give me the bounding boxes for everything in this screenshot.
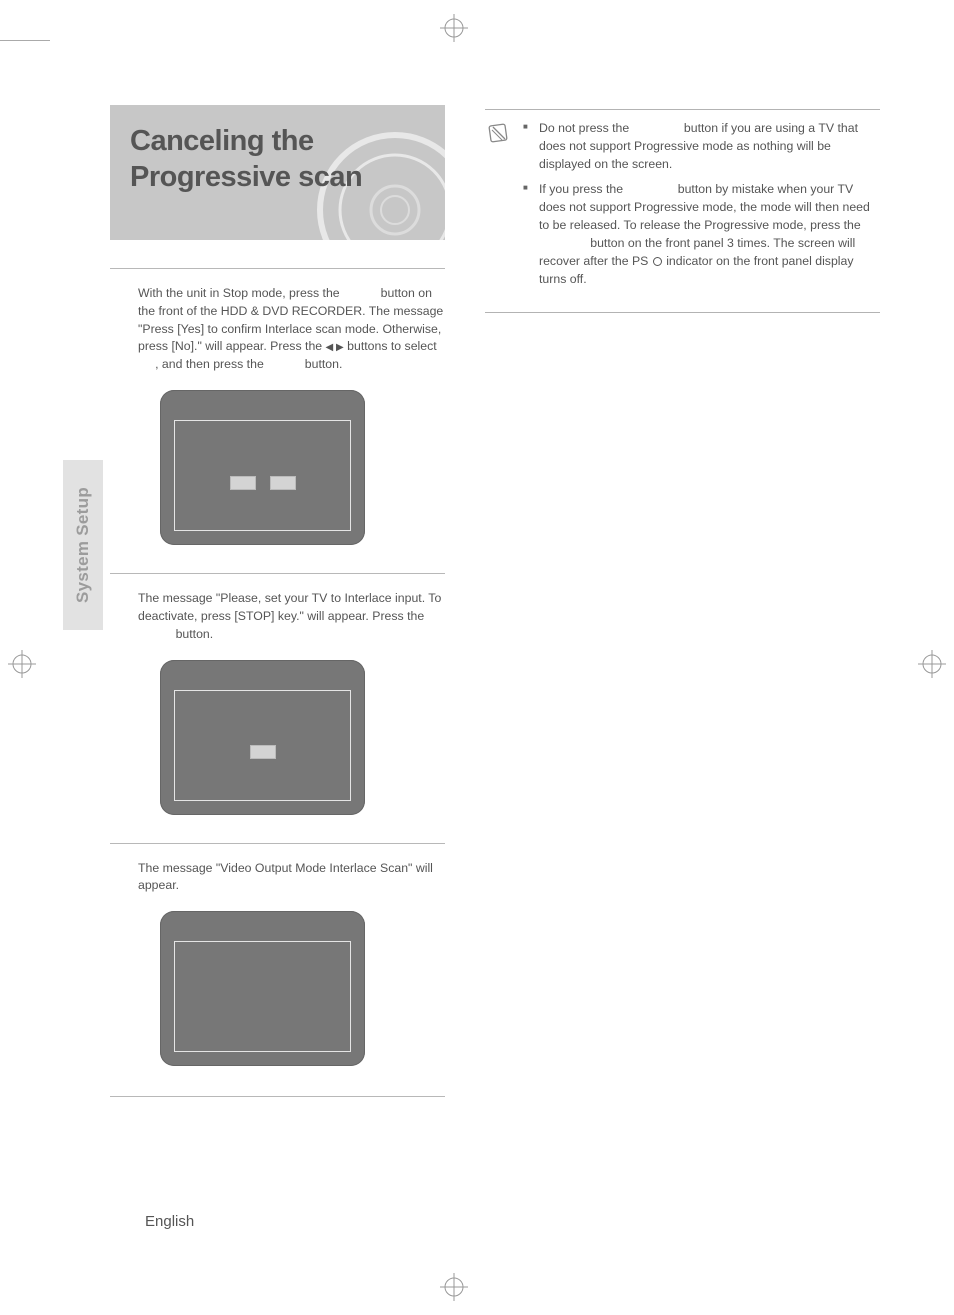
note-icon <box>487 122 509 144</box>
step-3: The message "Video Output Mode Interlace… <box>110 843 445 1067</box>
right-column: Do not press the button if you are using… <box>485 105 880 313</box>
ps-indicator-icon <box>653 257 662 266</box>
dialog-yes-button <box>230 476 256 490</box>
end-rule <box>110 1096 445 1097</box>
registration-mark-left <box>8 650 36 678</box>
registration-mark-top <box>440 14 468 42</box>
page-footer-language: English <box>145 1213 194 1230</box>
dialog-buttons <box>175 745 350 759</box>
step-1: With the unit in Stop mode, press the bu… <box>110 268 445 545</box>
note-item-2: If you press the button by mistake when … <box>523 181 878 288</box>
notes-list: Do not press the button if you are using… <box>523 120 878 288</box>
step-3-screenshot <box>160 911 365 1066</box>
crop-line-tl <box>0 40 50 41</box>
step-2-text: The message "Please, set your TV to Inte… <box>110 590 445 643</box>
title-box: Canceling the Progressive scan <box>110 105 445 240</box>
page-title: Canceling the Progressive scan <box>130 123 425 196</box>
dialog-no-button <box>270 476 296 490</box>
title-line2: Progressive scan <box>130 161 362 193</box>
title-line1: Canceling the <box>130 125 314 157</box>
dialog-buttons <box>175 476 350 490</box>
registration-mark-bottom <box>440 1273 468 1301</box>
notes-box: Do not press the button if you are using… <box>485 109 880 313</box>
step-1-screenshot <box>160 390 365 545</box>
step-1-text: With the unit in Stop mode, press the bu… <box>110 285 445 374</box>
page-content: Canceling the Progressive scan With the … <box>110 105 890 1097</box>
note-item-1: Do not press the button if you are using… <box>523 120 878 173</box>
section-tab-label: System Setup <box>73 487 93 603</box>
section-tab: System Setup <box>63 460 103 630</box>
dialog-frame <box>174 941 351 1052</box>
step-3-text: The message "Video Output Mode Interlace… <box>110 860 445 896</box>
left-column: Canceling the Progressive scan With the … <box>110 105 445 1097</box>
dialog-frame <box>174 420 351 531</box>
dialog-ok-button <box>250 745 276 759</box>
step-2: The message "Please, set your TV to Inte… <box>110 573 445 814</box>
dialog-frame <box>174 690 351 801</box>
registration-mark-right <box>918 650 946 678</box>
step-2-screenshot <box>160 660 365 815</box>
